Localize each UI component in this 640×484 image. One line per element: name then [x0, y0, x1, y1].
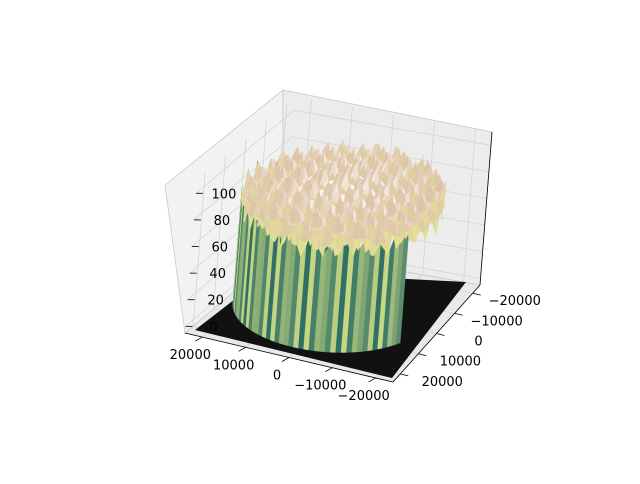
x-tick-label: −10000	[294, 379, 346, 394]
x-tick-label: −20000	[338, 389, 390, 404]
surface-facet	[241, 197, 247, 209]
z-tick-label: 0	[209, 320, 217, 335]
y-tick-label: 10000	[440, 355, 481, 370]
z-axis-line	[479, 131, 493, 286]
y-tick-label: 0	[474, 335, 482, 350]
y-tick	[454, 312, 463, 316]
y-tick	[418, 353, 427, 357]
x-tick	[238, 346, 246, 352]
z-tick-label: 40	[209, 267, 226, 282]
axis-ticks: 20000100000−10000−20000−20000−1000001000…	[170, 187, 541, 404]
x-tick	[325, 367, 333, 373]
x-tick-label: 20000	[170, 348, 211, 363]
x-tick	[281, 357, 290, 362]
y-tick	[472, 292, 481, 296]
x-tick-label: 0	[273, 369, 281, 384]
grid-line-x-wall	[463, 129, 476, 283]
z-tick-label: 60	[212, 241, 229, 256]
surface-facet	[243, 211, 249, 223]
grid-line-y-wall	[213, 155, 226, 309]
surface-facet	[264, 210, 270, 222]
z-tick-label: 80	[214, 214, 231, 229]
surface	[232, 138, 447, 353]
x-tick	[368, 377, 376, 383]
y-tick	[400, 373, 409, 377]
y-tick-label: −20000	[489, 294, 541, 309]
z-tick-label: 100	[212, 187, 237, 202]
surface-top	[240, 138, 447, 258]
surface-facet	[257, 213, 263, 228]
y-tick-label: −10000	[471, 314, 523, 329]
surface-facet	[280, 235, 287, 248]
surface-facet	[248, 216, 254, 229]
z-tick-label: 20	[207, 294, 224, 309]
surface-facet	[242, 189, 250, 201]
x-tick-label: 10000	[213, 358, 254, 373]
x-tick	[195, 336, 203, 342]
y-tick	[436, 333, 445, 336]
surface-facet	[246, 199, 253, 218]
surface-facet	[241, 182, 247, 192]
grid-line-y-wall	[192, 173, 206, 327]
grid-line-z	[195, 109, 492, 194]
y-tick-label: 20000	[422, 375, 463, 390]
